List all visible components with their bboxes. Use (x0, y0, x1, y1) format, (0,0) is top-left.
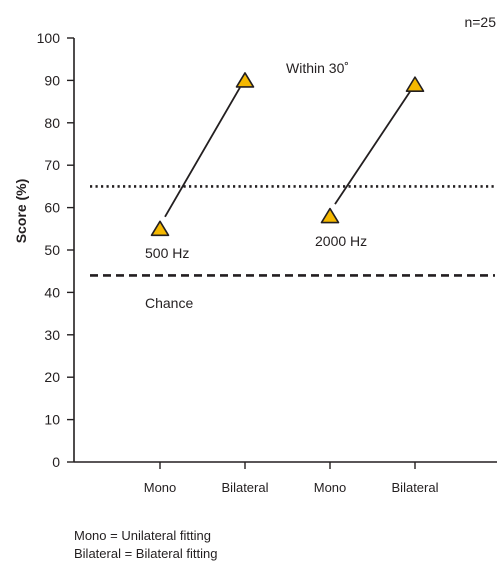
y-tick-label: 100 (37, 30, 61, 46)
data-series (150, 72, 425, 237)
y-axis-title: Score (%) (13, 179, 29, 244)
y-tick-label: 60 (44, 200, 60, 216)
note-mono: Mono = Unilateral fitting (74, 528, 211, 543)
y-axis-label: Score (%) (13, 179, 29, 244)
note-bilateral: Bilateral = Bilateral fitting (74, 546, 217, 561)
y-tick-label: 90 (44, 72, 60, 88)
series-line (164, 86, 241, 218)
category-labels: Mono Bilateral Mono Bilateral (144, 480, 439, 495)
x-tick-label: Bilateral (392, 480, 439, 495)
series-line (334, 91, 411, 205)
x-tick-label: Bilateral (222, 480, 269, 495)
y-tick-label: 20 (44, 369, 60, 385)
y-tick-label: 10 (44, 412, 60, 428)
axes: 0 10 20 30 40 50 60 70 80 90 100 (37, 30, 497, 470)
y-tick-label: 50 (44, 242, 60, 258)
y-tick-label: 0 (52, 454, 60, 470)
reference-lines (90, 185, 495, 277)
x-tick-label: Mono (144, 480, 177, 495)
y-tick-label: 30 (44, 327, 60, 343)
series-label-2000hz: 2000 Hz (315, 233, 367, 249)
n-label: n=25 (464, 14, 496, 30)
reference-label-chance: Chance (145, 295, 193, 311)
data-point-marker (405, 76, 425, 92)
reference-label-within: Within 30˚ (286, 60, 349, 76)
series-label-500hz: 500 Hz (145, 245, 189, 261)
x-tick-label: Mono (314, 480, 347, 495)
data-point-marker (320, 207, 340, 224)
y-tick-label: 40 (44, 284, 60, 300)
data-point-marker (235, 72, 255, 88)
data-point-marker (150, 220, 170, 237)
y-tick-label: 80 (44, 115, 60, 131)
y-tick-label: 70 (44, 157, 60, 173)
